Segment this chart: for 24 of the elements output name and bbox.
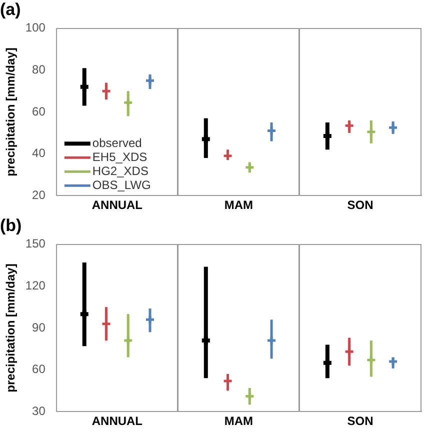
y-tick-label: 60 [32,104,46,118]
legend-label: observed [92,136,142,150]
y-tick-label: 80 [32,62,46,77]
chart-title: (a) [0,0,21,19]
x-tick-label: SON [347,198,374,212]
y-axis-title: precipitation [mm/day] [4,48,18,176]
y-tick-label: 120 [25,278,46,293]
y-tick-label: 150 [25,236,46,251]
y-tick-label: 60 [32,362,46,376]
y-tick-label: 40 [32,146,46,160]
chart-title: (b) [0,216,22,235]
y-tick-label: 90 [32,320,46,334]
legend-label: HG2_XDS [92,164,148,178]
x-tick-label: MAM [224,198,254,212]
x-tick-label: ANNUAL [92,198,143,212]
x-tick-label: MAM [224,414,254,428]
x-tick-label: SON [347,414,374,428]
y-tick-label: 30 [32,404,46,418]
y-tick-label: 100 [25,20,46,35]
legend-label: EH5_XDS [92,150,148,164]
legend-label: OBS_LWG [92,178,151,192]
x-tick-label: ANNUAL [92,414,143,428]
y-tick-label: 20 [32,188,46,202]
y-axis-title: precipitation [mm/day] [4,264,18,392]
